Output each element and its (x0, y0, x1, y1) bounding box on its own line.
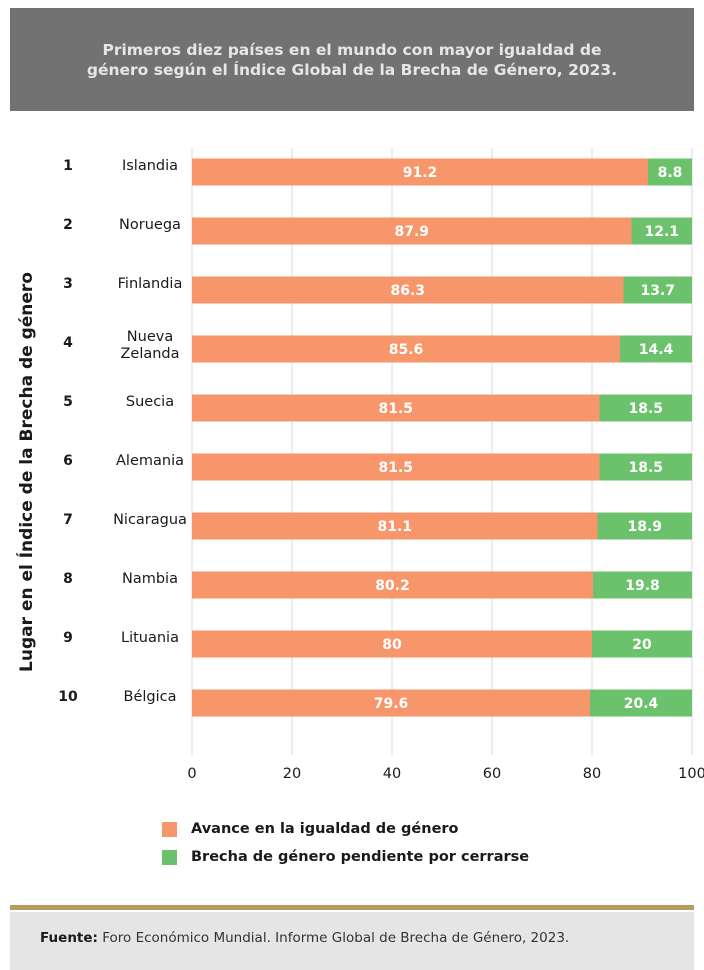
data-label-gap: 18.9 (627, 519, 662, 535)
data-label-gap: 20 (632, 637, 652, 653)
rank-label: 5 (63, 394, 73, 410)
legend-label-gap: Brecha de género pendiente por cerrarse (191, 849, 530, 865)
data-label-gap: 19.8 (625, 578, 660, 594)
bar-gap (623, 276, 692, 304)
x-tick-label: 100 (678, 766, 704, 782)
bar-advance (192, 571, 593, 599)
source-text: Foro Económico Mundial. Informe Global d… (97, 930, 570, 946)
data-label-advance: 91.2 (403, 165, 438, 181)
category-label: Nambia (122, 571, 178, 587)
bar-gap (620, 335, 692, 363)
category-label: Islandia (122, 158, 178, 174)
y-axis-title: Lugar en el Índice de la Brecha de géner… (15, 272, 37, 672)
bar-advance (192, 630, 592, 658)
x-tick-label: 40 (383, 766, 401, 782)
bar-gap (592, 630, 692, 658)
data-label-advance: 80.2 (375, 578, 410, 594)
rank-label: 7 (63, 512, 73, 528)
rank-label: 9 (63, 630, 73, 646)
bar-advance (192, 335, 620, 363)
data-label-gap: 8.8 (658, 165, 683, 181)
data-label-gap: 13.7 (640, 283, 675, 299)
bar-advance (192, 158, 648, 186)
data-label-advance: 86.3 (390, 283, 425, 299)
bar-advance (192, 276, 624, 304)
rank-label: 8 (63, 571, 73, 587)
x-tick-label: 80 (583, 766, 601, 782)
legend-item-advance: Avance en la igualdad de género (162, 820, 529, 838)
bar-gap (590, 689, 692, 717)
data-label-gap: 18.5 (628, 460, 663, 476)
data-label-advance: 81.5 (378, 401, 413, 417)
bar-gap (648, 158, 692, 186)
legend-swatch-advance (162, 821, 177, 837)
data-label-advance: 85.6 (389, 342, 424, 358)
data-label-advance: 79.6 (374, 696, 409, 712)
rank-label: 10 (58, 689, 78, 705)
rank-label: 6 (63, 453, 73, 469)
rank-label: 1 (63, 158, 73, 174)
data-label-advance: 80 (382, 637, 402, 653)
bar-gap (597, 512, 692, 540)
bar-gap (593, 571, 692, 599)
category-label: Lituania (121, 630, 179, 646)
rank-label: 2 (63, 217, 73, 233)
category-label: Alemania (116, 453, 184, 469)
x-tick-label: 0 (187, 766, 196, 782)
category-label: Suecia (126, 394, 174, 410)
rank-label: 3 (63, 276, 73, 292)
stacked-bar-chart: 91.2 8.8 1 Islandia 87.9 12.1 2 Noruega 86.3 13.7… (15, 148, 704, 782)
data-label-gap: 20.4 (624, 696, 659, 712)
data-label-gap: 12.1 (644, 224, 679, 240)
bar-advance (192, 453, 600, 481)
data-label-advance: 87.9 (394, 224, 429, 240)
source-note: Fuente: Foro Económico Mundial. Informe … (40, 930, 569, 946)
data-label-advance: 81.5 (378, 460, 413, 476)
chart-title: Primeros diez países en el mundo con may… (86, 40, 618, 79)
data-label-gap: 18.5 (628, 401, 663, 417)
bar-advance (192, 394, 600, 422)
chart-title-box: Primeros diez países en el mundo con may… (10, 8, 694, 111)
bar-advance (192, 217, 632, 245)
rank-label: 4 (63, 335, 73, 351)
source-footer: Fuente: Foro Económico Mundial. Informe … (10, 912, 694, 970)
category-label: Noruega (119, 217, 181, 233)
bar-gap (599, 394, 692, 422)
legend-item-gap: Brecha de género pendiente por cerrarse (162, 848, 529, 866)
category-label: Nicaragua (113, 512, 187, 528)
footer-divider (10, 905, 694, 910)
bar-advance (192, 512, 598, 540)
category-label: Finlandia (118, 276, 183, 292)
bar-advance (192, 689, 590, 717)
bar-gap (599, 453, 692, 481)
data-label-advance: 81.1 (377, 519, 412, 535)
category-label: Bélgica (124, 689, 177, 705)
legend-label-advance: Avance en la igualdad de género (191, 821, 459, 837)
x-tick-label: 60 (483, 766, 501, 782)
category-label: Nueva Zelanda (120, 329, 179, 362)
legend-swatch-gap (162, 849, 177, 865)
chart-legend: Avance en la igualdad de género Brecha d… (162, 820, 529, 876)
x-tick-label: 20 (283, 766, 301, 782)
data-label-gap: 14.4 (639, 342, 674, 358)
source-label: Fuente: (40, 930, 98, 946)
bar-gap (631, 217, 692, 245)
